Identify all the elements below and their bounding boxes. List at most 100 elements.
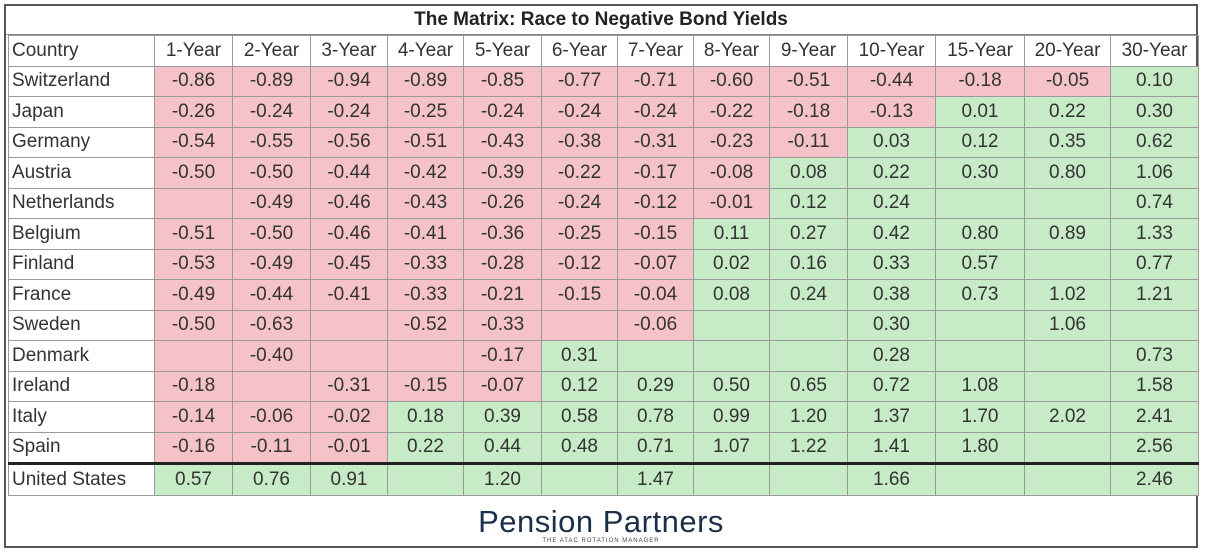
country-cell: Belgium bbox=[8, 218, 155, 250]
yield-cell: -0.13 bbox=[847, 96, 936, 128]
data-row: Japan -0.26 -0.24 -0.24 -0.25 -0.24 -0.24 -0.24… bbox=[8, 96, 1199, 128]
yield-cell: -0.26 bbox=[154, 96, 233, 128]
yield-cell: 1.06 bbox=[1024, 309, 1111, 341]
country-cell: France bbox=[8, 279, 155, 311]
yield-cell: -0.33 bbox=[387, 279, 464, 311]
yield-cell: -0.02 bbox=[310, 401, 388, 433]
yield-cell: -0.11 bbox=[769, 126, 848, 158]
header-cell: 2-Year bbox=[232, 35, 311, 67]
country-cell: Austria bbox=[8, 157, 155, 189]
yield-cell: 2.46 bbox=[1110, 462, 1199, 496]
yield-cell: 1.41 bbox=[847, 431, 936, 464]
tagline: THE ATAC ROTATION MANAGER bbox=[542, 537, 660, 544]
yield-cell: -0.49 bbox=[232, 187, 311, 219]
yield-cell: 1.70 bbox=[935, 401, 1025, 433]
yield-cell: 0.78 bbox=[617, 401, 694, 433]
yield-cell: -0.40 bbox=[232, 340, 311, 372]
yield-cell: 0.73 bbox=[1110, 340, 1199, 372]
yield-cell: 0.29 bbox=[617, 370, 694, 402]
yield-cell: 1.02 bbox=[1024, 279, 1111, 311]
yield-cell: -0.18 bbox=[769, 96, 848, 128]
yield-cell: -0.86 bbox=[154, 65, 233, 97]
yield-cell: -0.06 bbox=[617, 309, 694, 341]
yield-cell: -0.15 bbox=[541, 279, 618, 311]
yield-cell: -0.51 bbox=[154, 218, 233, 250]
yield-cell: 0.12 bbox=[541, 370, 618, 402]
yield-cell: -0.31 bbox=[310, 370, 388, 402]
yield-cell: -0.71 bbox=[617, 65, 694, 97]
yield-cell: -0.46 bbox=[310, 187, 388, 219]
yield-cell: 0.72 bbox=[847, 370, 936, 402]
yield-cell: 0.58 bbox=[541, 401, 618, 433]
yield-cell bbox=[232, 370, 311, 402]
country-cell: Italy bbox=[8, 401, 155, 433]
yield-cell: 1.20 bbox=[463, 462, 542, 496]
header-cell: 6-Year bbox=[541, 35, 618, 67]
header-cell: 15-Year bbox=[935, 35, 1025, 67]
yield-cell: 1.37 bbox=[847, 401, 936, 433]
header-cell: 4-Year bbox=[387, 35, 464, 67]
yield-cell: 0.62 bbox=[1110, 126, 1199, 158]
yield-cell bbox=[541, 309, 618, 341]
page: The Matrix: Race to Negative Bond Yields… bbox=[4, 4, 1199, 548]
yield-cell: 1.58 bbox=[1110, 370, 1199, 402]
header-row: Country 1-Year 2-Year 3-Year 4-Year 5-Year 6-Y… bbox=[8, 35, 1199, 67]
yield-cell: -0.54 bbox=[154, 126, 233, 158]
yield-cell: 0.24 bbox=[769, 279, 848, 311]
data-row: Ireland -0.18 -0.31 -0.15 -0.07 0.12 0.29 0.50 0… bbox=[8, 370, 1199, 402]
header-cell: 9-Year bbox=[769, 35, 848, 67]
header-cell: 7-Year bbox=[617, 35, 694, 67]
yield-cell: -0.24 bbox=[541, 187, 618, 219]
yield-cell: -0.01 bbox=[693, 187, 770, 219]
country-cell: Germany bbox=[8, 126, 155, 158]
yield-cell: -0.89 bbox=[387, 65, 464, 97]
yield-cell: 0.33 bbox=[847, 248, 936, 280]
yield-cell: -0.28 bbox=[463, 248, 542, 280]
yield-cell: 0.08 bbox=[693, 279, 770, 311]
yield-cell: -0.33 bbox=[387, 248, 464, 280]
yield-cell bbox=[1110, 309, 1199, 341]
header-cell: 3-Year bbox=[310, 35, 388, 67]
yield-cell: -0.25 bbox=[541, 218, 618, 250]
yield-cell: 0.91 bbox=[310, 462, 388, 496]
yield-cell: -0.38 bbox=[541, 126, 618, 158]
yield-cell bbox=[935, 309, 1025, 341]
yield-cell: 0.99 bbox=[693, 401, 770, 433]
yield-table: Country 1-Year 2-Year 3-Year 4-Year 5-Year 6-Y… bbox=[8, 35, 1199, 496]
yield-cell: -0.23 bbox=[693, 126, 770, 158]
yield-cell: -0.41 bbox=[387, 218, 464, 250]
yield-cell bbox=[1024, 370, 1111, 402]
data-row: Netherlands -0.49 -0.46 -0.43 -0.26 -0.24 -0.1… bbox=[8, 187, 1199, 219]
country-cell: Sweden bbox=[8, 309, 155, 341]
yield-cell: 1.80 bbox=[935, 431, 1025, 464]
yield-cell: -0.17 bbox=[617, 157, 694, 189]
data-row: Switzerland -0.86 -0.89 -0.94 -0.89 -0.85 -0.7… bbox=[8, 65, 1199, 97]
yield-cell: -0.45 bbox=[310, 248, 388, 280]
yield-cell: -0.42 bbox=[387, 157, 464, 189]
data-row: Germany -0.54 -0.55 -0.56 -0.51 -0.43 -0.38 -0.… bbox=[8, 126, 1199, 158]
yield-cell: -0.33 bbox=[463, 309, 542, 341]
yield-cell bbox=[693, 462, 770, 496]
yield-cell: 0.31 bbox=[541, 340, 618, 372]
yield-cell: -0.41 bbox=[310, 279, 388, 311]
data-row: France -0.49 -0.44 -0.41 -0.33 -0.21 -0.15 -0.0… bbox=[8, 279, 1199, 311]
yield-cell: -0.44 bbox=[847, 65, 936, 97]
yield-cell: 0.76 bbox=[232, 462, 311, 496]
yield-cell: -0.24 bbox=[463, 96, 542, 128]
yield-cell: -0.22 bbox=[693, 96, 770, 128]
yield-cell bbox=[1024, 462, 1111, 496]
yield-cell: -0.60 bbox=[693, 65, 770, 97]
yield-cell: 0.22 bbox=[1024, 96, 1111, 128]
yield-cell: -0.77 bbox=[541, 65, 618, 97]
yield-cell: 1.22 bbox=[769, 431, 848, 464]
yield-cell: -0.44 bbox=[232, 279, 311, 311]
yield-cell bbox=[310, 309, 388, 341]
yield-cell: -0.08 bbox=[693, 157, 770, 189]
data-row: Italy -0.14 -0.06 -0.02 0.18 0.39 0.58 0.78 0.99… bbox=[8, 401, 1199, 433]
yield-cell: 0.11 bbox=[693, 218, 770, 250]
yield-cell: -0.50 bbox=[232, 218, 311, 250]
yield-cell: 2.41 bbox=[1110, 401, 1199, 433]
yield-cell: -0.31 bbox=[617, 126, 694, 158]
yield-cell: -0.56 bbox=[310, 126, 388, 158]
yield-cell: -0.36 bbox=[463, 218, 542, 250]
